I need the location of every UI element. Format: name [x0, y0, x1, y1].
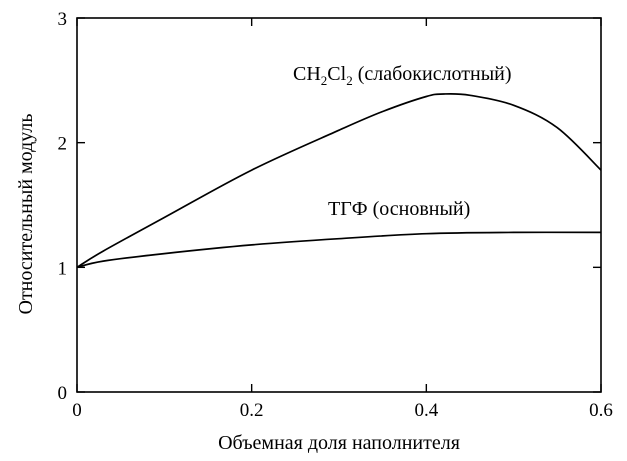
series-label-thf: ТГФ (основный)	[328, 198, 470, 220]
y-tick-label: 3	[58, 9, 68, 30]
plot-frame	[76, 17, 602, 393]
axis-ticks: 0 0.2 0.4 0.6 0 1 2 3	[58, 9, 613, 421]
x-tick-label: 0.2	[240, 400, 264, 421]
series-curves	[76, 92, 602, 269]
x-tick-label: 0.6	[589, 400, 613, 421]
x-axis-label: Объемная доля наполнителя	[218, 432, 460, 454]
series-label-ch2cl2: CH2Cl2 (слабокислотный)	[293, 63, 512, 88]
x-tick-label: 0.4	[414, 400, 438, 421]
y-tick-label: 2	[58, 134, 68, 155]
x-tick-label: 0	[72, 400, 82, 421]
y-tick-label: 0	[58, 383, 68, 404]
series-curve-thf	[76, 231, 602, 269]
series-curve-ch2cl2	[76, 92, 602, 269]
y-axis-label: Относительный модуль	[15, 113, 37, 314]
y-tick-label: 1	[58, 258, 68, 279]
